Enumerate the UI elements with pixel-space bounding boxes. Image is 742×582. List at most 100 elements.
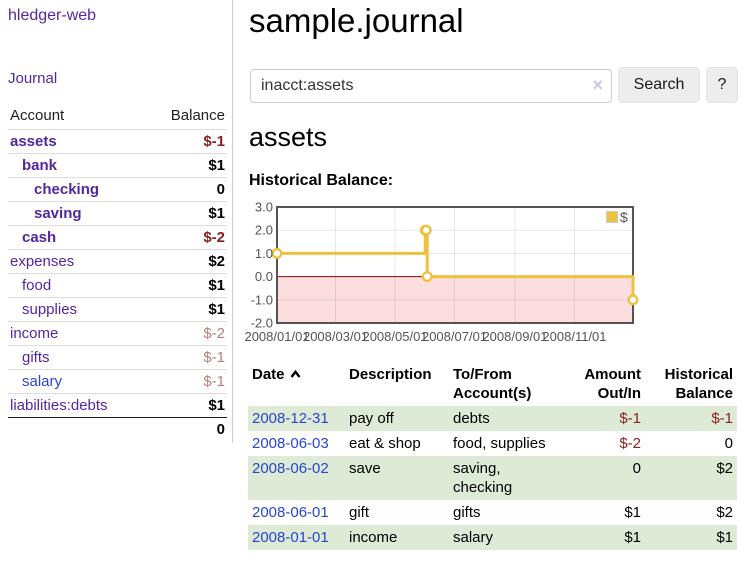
account-link-checking[interactable]: checking [34, 181, 100, 198]
account-link-salary[interactable]: salary [22, 373, 63, 390]
svg-text:2008/07/01: 2008/07/01 [422, 329, 487, 344]
account-link-cash[interactable]: cash [22, 229, 57, 246]
historical-balance-chart: 3.0 2.0 1.0 0.0 -1.0 -2.0 2008/01/01 2008/03/01… [244, 200, 742, 352]
transaction-accounts: salary [449, 525, 557, 550]
account-row: salary $-1 [8, 369, 227, 394]
transaction-description: income [345, 525, 449, 550]
accounts-table: Account Balance assets $-1 bank $1 check… [8, 103, 227, 441]
help-button[interactable]: ? [706, 67, 738, 103]
transaction-balance: 0 [724, 435, 733, 452]
legend-label: $ [620, 209, 628, 225]
transaction-accounts: food, supplies [453, 435, 546, 452]
account-balance: $1 [146, 297, 227, 322]
transaction-description: eat & shop [349, 435, 421, 452]
transaction-description: pay off [345, 406, 449, 431]
svg-text:2008/05/01: 2008/05/01 [362, 329, 427, 344]
page-title: sample.journal [249, 2, 464, 39]
svg-text:3.0: 3.0 [255, 200, 273, 215]
account-link-income[interactable]: income [10, 325, 59, 342]
account-link-gifts[interactable]: gifts [22, 349, 50, 366]
account-balance: $-1 [146, 369, 227, 394]
transaction-amount: $-1 [557, 406, 645, 431]
register-header-amount: Amount Out/In [584, 366, 641, 402]
register-table: Date Description To/From Account(s) Amou… [248, 362, 737, 550]
register-header-tofrom: To/From Account(s) [453, 366, 532, 402]
account-row: cash $-2 [8, 225, 227, 250]
account-link-liabilities-debts[interactable]: liabilities:debts [10, 397, 108, 414]
register-row[interactable]: 2008-01-01 income salary $1 $1 [248, 525, 737, 550]
accounts-header-account: Account [10, 107, 65, 124]
svg-text:2008/03/01: 2008/03/01 [303, 329, 368, 344]
transaction-amount: $-2 [619, 435, 641, 452]
svg-text:2008/11/01: 2008/11/01 [542, 329, 606, 344]
register-row[interactable]: 2008-06-01 gift gifts $1 $2 [248, 500, 737, 525]
accounts-total-balance: 0 [146, 417, 227, 441]
transaction-description: save [345, 456, 449, 500]
register-header-row: Date Description To/From Account(s) Amou… [248, 362, 737, 406]
main-content: sample.journal × Search ? assets Histori… [244, 0, 742, 582]
transaction-date-link[interactable]: 2008-06-02 [252, 460, 329, 477]
svg-text:2.0: 2.0 [255, 223, 273, 238]
sidebar-item-journal[interactable]: Journal [8, 70, 58, 87]
register-row[interactable]: 2008-06-03 eat & shop food, supplies $-2… [248, 431, 737, 456]
account-row: supplies $1 [8, 297, 227, 322]
account-row: expenses $2 [8, 249, 227, 274]
search-input[interactable] [250, 69, 612, 103]
account-balance: $1 [146, 273, 227, 298]
search-form: × [250, 69, 612, 103]
account-row: income $-2 [8, 321, 227, 346]
transaction-accounts: saving, checking [449, 456, 557, 500]
transaction-date-link[interactable]: 2008-01-01 [252, 529, 329, 546]
account-row: gifts $-1 [8, 345, 227, 370]
account-balance: $2 [146, 249, 227, 274]
account-row: food $1 [8, 273, 227, 298]
account-row: checking 0 [8, 177, 227, 202]
account-row: assets $-1 [8, 129, 227, 154]
account-link-expenses[interactable]: expenses [10, 253, 75, 270]
account-link-assets[interactable]: assets [10, 133, 57, 150]
account-balance: $-1 [146, 129, 227, 154]
legend-colorbox-icon [606, 211, 618, 223]
chart-title: Historical Balance: [249, 172, 394, 189]
svg-text:2008/09/01: 2008/09/01 [482, 329, 547, 344]
transaction-amount: $1 [557, 525, 645, 550]
transaction-accounts: debts [449, 406, 557, 431]
sidebar: hledger-web Journal Account Balance asse… [0, 0, 233, 443]
account-balance: 0 [146, 177, 227, 202]
account-balance: $1 [146, 153, 227, 178]
transaction-date-link[interactable]: 2008-06-01 [252, 504, 329, 521]
account-balance: $-2 [146, 321, 227, 346]
register-row[interactable]: 2008-06-02 save saving, checking 0 $2 [248, 456, 737, 500]
transaction-balance: $1 [645, 525, 737, 550]
svg-text:0.0: 0.0 [255, 269, 273, 284]
sort-ascending-icon [290, 369, 300, 378]
svg-text:-2.0: -2.0 [251, 316, 273, 331]
account-link-saving[interactable]: saving [34, 205, 82, 222]
account-heading: assets [249, 122, 328, 152]
transaction-amount: $1 [624, 504, 641, 521]
transaction-description: gift [349, 504, 370, 521]
chart-legend: $ [606, 209, 628, 225]
accounts-header-balance: Balance [170, 107, 225, 124]
account-link-supplies[interactable]: supplies [22, 301, 78, 318]
clear-search-icon[interactable]: × [592, 75, 603, 95]
register-header-date[interactable]: Date [248, 362, 345, 406]
account-balance: $-1 [146, 345, 227, 370]
register-header-description: Description [349, 366, 432, 383]
account-balance: $1 [146, 393, 227, 418]
transaction-balance: $2 [645, 456, 737, 500]
account-link-food[interactable]: food [22, 277, 52, 294]
transaction-date-link[interactable]: 2008-06-03 [252, 435, 329, 452]
svg-text:-1.0: -1.0 [251, 292, 273, 307]
account-row: saving $1 [8, 201, 227, 226]
search-button[interactable]: Search [618, 67, 700, 103]
svg-text:2008/01/01: 2008/01/01 [244, 329, 309, 344]
transaction-amount: 0 [557, 456, 645, 500]
accounts-header-row: Account Balance [8, 103, 227, 130]
transaction-date-link[interactable]: 2008-12-31 [252, 410, 329, 427]
chart-canvas: 3.0 2.0 1.0 0.0 -1.0 -2.02008/01/012008/03/01… [244, 200, 639, 344]
account-link-bank[interactable]: bank [22, 157, 58, 174]
brand-link[interactable]: hledger-web [8, 7, 97, 24]
account-balance: $-2 [146, 225, 227, 250]
register-row[interactable]: 2008-12-31 pay off debts $-1 $-1 [248, 406, 737, 431]
